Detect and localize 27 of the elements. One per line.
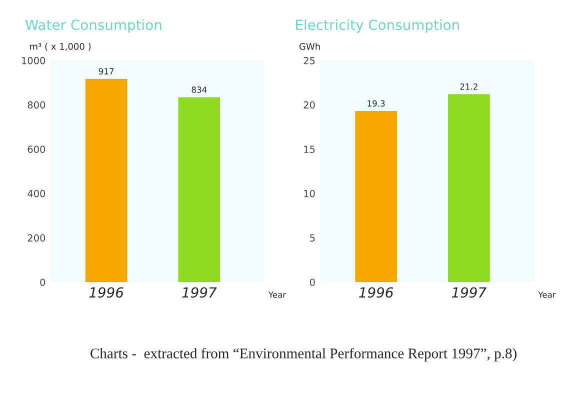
- y-tick-label: 20: [304, 101, 315, 109]
- y-tick-label: 0: [40, 278, 46, 286]
- x-tick-label: 1996: [89, 287, 124, 298]
- y-tick-label: 400: [28, 190, 46, 198]
- data-label: 19.3: [368, 100, 385, 107]
- y-tick-label: 15: [304, 146, 315, 153]
- data-label: 917: [98, 68, 114, 74]
- y-tick-label: 600: [28, 146, 46, 153]
- text: Charts - extracted from “Environmental Performance Report 1997”, p.8): [90, 348, 517, 362]
- x-tick-label: 1996: [359, 287, 394, 298]
- y-tick-label: 25: [304, 56, 315, 64]
- y-tick-label: 10: [304, 190, 315, 198]
- y-axis-title: m³ ( x 1,000 ): [30, 42, 91, 51]
- x-axis-title: Year: [268, 292, 286, 298]
- data-label: 834: [192, 86, 207, 93]
- x-tick-label: 1997: [182, 287, 217, 298]
- x-axis-title: Year: [538, 292, 556, 298]
- y-tick-label: 5: [310, 234, 315, 242]
- data-label: 21.2: [460, 83, 478, 90]
- y-tick-label: 200: [28, 234, 46, 242]
- y-tick-label: 1000: [22, 56, 46, 64]
- y-tick-label: 800: [28, 101, 46, 109]
- chart-title: Electricity Consumption: [296, 19, 459, 33]
- chart-title: Water Consumption: [25, 19, 162, 33]
- y-axis-title: GWh: [299, 42, 320, 50]
- x-tick-label: 1997: [452, 287, 486, 298]
- y-tick-label: 0: [310, 278, 315, 286]
